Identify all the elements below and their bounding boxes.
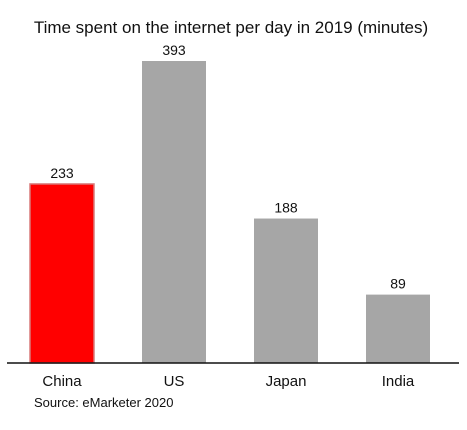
value-label-china: 233 [50, 165, 74, 181]
category-label-india: India [382, 373, 415, 390]
value-labels-layer: 233 393 188 89 [50, 42, 406, 292]
bar-japan [254, 218, 318, 363]
chart-source: Source: eMarketer 2020 [34, 395, 173, 410]
category-labels-layer: China US Japan India [42, 373, 415, 390]
bar-india [366, 294, 430, 363]
chart-title: Time spent on the internet per day in 20… [34, 18, 428, 37]
bar-us [142, 61, 206, 363]
value-label-india: 89 [390, 276, 406, 292]
bars-layer [29, 61, 430, 364]
bar-china [29, 183, 95, 364]
value-label-japan: 188 [274, 200, 298, 216]
category-label-japan: Japan [266, 373, 307, 390]
value-label-us: 393 [162, 42, 186, 58]
category-label-china: China [42, 373, 82, 390]
category-label-us: US [164, 373, 185, 390]
